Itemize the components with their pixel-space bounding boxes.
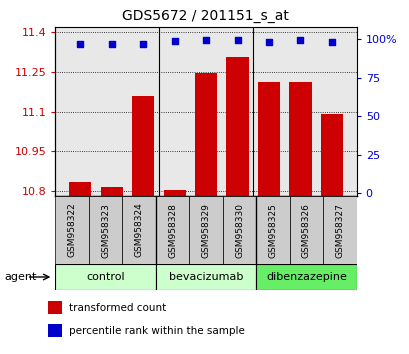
Text: percentile rank within the sample: percentile rank within the sample — [69, 326, 244, 336]
Text: GSM958323: GSM958323 — [101, 202, 110, 258]
Point — [297, 38, 303, 43]
Bar — [257, 82, 279, 196]
Bar — [55, 264, 155, 290]
Text: agent: agent — [4, 272, 36, 282]
Bar — [100, 187, 122, 196]
Bar — [163, 190, 185, 196]
Bar — [256, 264, 356, 290]
Bar — [48, 324, 62, 337]
Text: bevacizumab: bevacizumab — [169, 272, 243, 282]
Text: GSM958325: GSM958325 — [268, 202, 277, 258]
Point — [328, 39, 335, 45]
Point — [171, 38, 178, 44]
Text: dibenzazepine: dibenzazepine — [265, 272, 346, 282]
Bar — [55, 196, 89, 264]
Bar — [89, 196, 122, 264]
Bar — [322, 196, 356, 264]
Text: GSM958324: GSM958324 — [134, 203, 143, 257]
Text: transformed count: transformed count — [69, 303, 166, 313]
Text: GSM958330: GSM958330 — [234, 202, 243, 258]
Point — [265, 39, 272, 45]
Point — [234, 38, 240, 43]
Bar — [48, 301, 62, 314]
Bar — [289, 82, 311, 196]
Point — [139, 41, 146, 46]
Bar — [155, 196, 189, 264]
Bar — [320, 114, 342, 196]
Point — [202, 37, 209, 42]
Bar — [195, 73, 216, 196]
Text: control: control — [86, 272, 125, 282]
Bar — [226, 57, 248, 196]
Text: GSM958329: GSM958329 — [201, 202, 210, 258]
Bar — [155, 264, 256, 290]
Bar — [222, 196, 256, 264]
Text: GSM958322: GSM958322 — [67, 203, 76, 257]
Text: GSM958326: GSM958326 — [301, 202, 310, 258]
Text: GSM958328: GSM958328 — [168, 202, 177, 258]
Text: GSM958327: GSM958327 — [335, 202, 344, 258]
Point — [108, 41, 115, 46]
Bar — [122, 196, 155, 264]
Text: GDS5672 / 201151_s_at: GDS5672 / 201151_s_at — [121, 9, 288, 23]
Bar — [256, 196, 289, 264]
Bar — [69, 182, 91, 196]
Bar — [289, 196, 322, 264]
Bar — [132, 96, 154, 196]
Bar — [189, 196, 222, 264]
Point — [76, 41, 83, 46]
